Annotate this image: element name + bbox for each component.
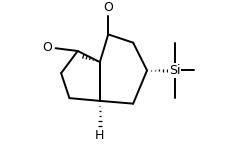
Text: Si: Si [169,64,180,77]
Text: O: O [42,41,52,54]
Text: H: H [95,129,105,142]
Text: O: O [103,1,113,14]
